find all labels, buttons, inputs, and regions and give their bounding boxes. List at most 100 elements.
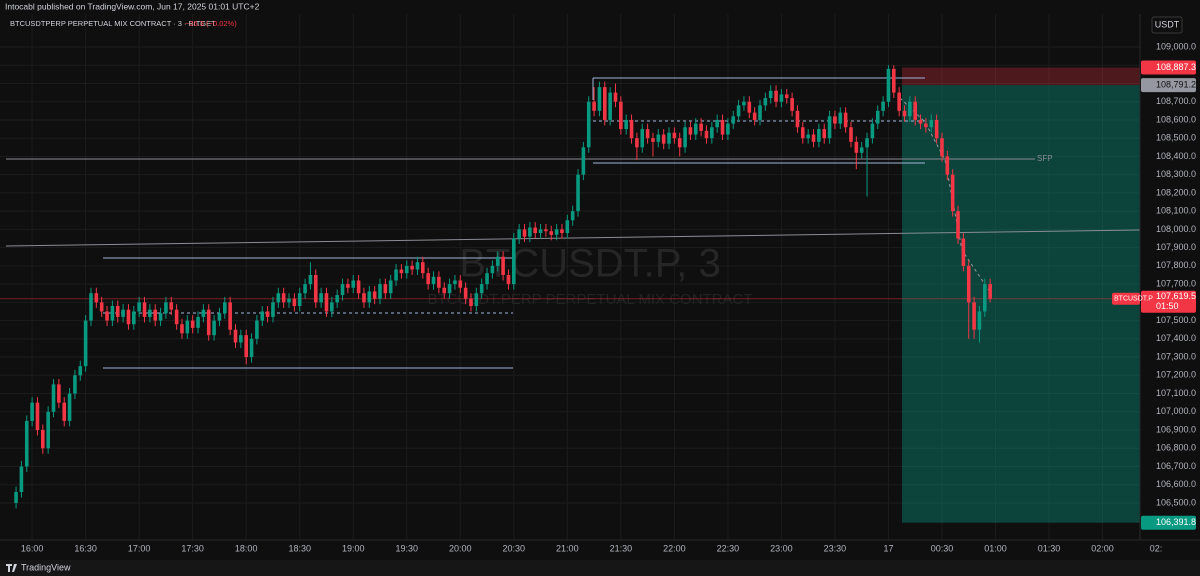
candle-body [586, 101, 591, 148]
candle-body [292, 298, 297, 306]
candle-body [838, 112, 843, 124]
x-tick-label: 19:00 [342, 543, 365, 553]
y-tick-label: 109,000.0 [1156, 41, 1196, 51]
candle-body [613, 92, 618, 102]
x-tick-label: 16:00 [21, 543, 44, 553]
x-tick-label: 23:30 [824, 543, 847, 553]
candle-body [126, 309, 131, 325]
candle-body [881, 101, 885, 111]
candle-body [758, 105, 762, 120]
candle-body [763, 98, 768, 106]
candle-body [672, 132, 677, 139]
candle-body [249, 338, 254, 358]
candle-body [437, 276, 441, 288]
candle-body [661, 134, 666, 144]
candle-body [447, 284, 452, 294]
candle-body [394, 269, 398, 281]
candle-body [121, 309, 125, 317]
price-tag [1141, 60, 1196, 75]
countdown: 01:50 [1156, 301, 1179, 311]
x-tick-label: 01:00 [984, 543, 1007, 553]
x-tick-label: 20:30 [503, 543, 526, 553]
candle-body [431, 276, 436, 285]
candle-body [287, 298, 291, 303]
time-axis [0, 540, 1200, 560]
candle-body [710, 127, 714, 139]
candle-body [479, 284, 484, 294]
candle-body [731, 116, 736, 124]
candle-body [720, 119, 725, 135]
watermark-subtitle: BTCUSDT.PERP PERPETUAL MIX CONTRACT [427, 291, 752, 308]
footer-bar [0, 560, 1200, 576]
candle-body [565, 220, 570, 234]
candle-body [378, 284, 382, 299]
candle-body [297, 293, 302, 306]
candle-body [934, 119, 939, 139]
trend-line [5, 229, 1141, 247]
candle-body [982, 284, 987, 312]
candle-body [538, 229, 543, 234]
candle-body [485, 273, 489, 285]
candle-body [736, 105, 741, 117]
annotation: SFP [1037, 154, 1053, 163]
x-tick-label: 02:00 [1091, 543, 1114, 553]
candle-body [404, 265, 409, 274]
candle-body [629, 119, 634, 139]
x-tick-label: 01:30 [1038, 543, 1061, 553]
symbol-tag [1112, 292, 1140, 305]
candle-body [966, 265, 971, 303]
x-tick-label: 19:30 [395, 543, 418, 553]
target-zone [902, 85, 1140, 523]
y-tick-label: 107,500.0 [1156, 315, 1196, 325]
candle-body [929, 119, 934, 128]
candle-body [372, 291, 377, 299]
candle-body [453, 280, 457, 285]
x-tick-label: 22:30 [717, 543, 740, 553]
candle-body [602, 87, 607, 120]
candle-body [319, 293, 323, 303]
candle-body [833, 116, 837, 124]
drawings [5, 77, 1141, 369]
candle-body [14, 492, 18, 503]
candle-body [795, 110, 800, 128]
candle-body [956, 211, 960, 239]
y-tick-label: 106,800.0 [1156, 443, 1196, 453]
candle-body [153, 309, 158, 321]
candle-body [340, 284, 345, 296]
candle-body [651, 138, 655, 142]
candle-body [977, 311, 982, 330]
currency[interactable]: USDT [1155, 19, 1180, 29]
candle-body [105, 311, 109, 321]
candle-body [137, 302, 141, 312]
candle-body [715, 119, 719, 128]
candle-body [619, 101, 623, 130]
candle-body [522, 229, 527, 237]
candle-body [693, 123, 698, 135]
price-tag-label: 108,791.2 [1156, 79, 1196, 89]
candle-body [742, 101, 746, 106]
candle-body [313, 274, 318, 303]
candle-body [426, 273, 430, 285]
candle-body [469, 298, 473, 306]
candle-body [415, 262, 420, 270]
candle-body [790, 98, 794, 111]
candle-body [774, 90, 778, 102]
candle-body [811, 134, 816, 142]
candle-body [886, 68, 891, 102]
currency-box[interactable] [1151, 16, 1183, 34]
symbol-title: BTCUSDTPERP PERPETUAL MIX CONTRACT · 3 ·… [10, 19, 216, 28]
y-tick-label: 106,900.0 [1156, 424, 1196, 434]
candle-body [704, 130, 709, 139]
candle-body [870, 123, 875, 139]
x-tick-label: 21:30 [610, 543, 633, 553]
candle-body [677, 138, 682, 148]
candle-body [699, 123, 703, 131]
candle-body [667, 132, 671, 144]
y-tick-label: 108,000.0 [1156, 224, 1196, 234]
candle-body [158, 313, 163, 321]
candle-body [94, 293, 99, 303]
price-tag [1141, 515, 1196, 530]
candle-body [892, 68, 896, 93]
candle-body [115, 305, 120, 317]
candle-body [897, 92, 901, 111]
